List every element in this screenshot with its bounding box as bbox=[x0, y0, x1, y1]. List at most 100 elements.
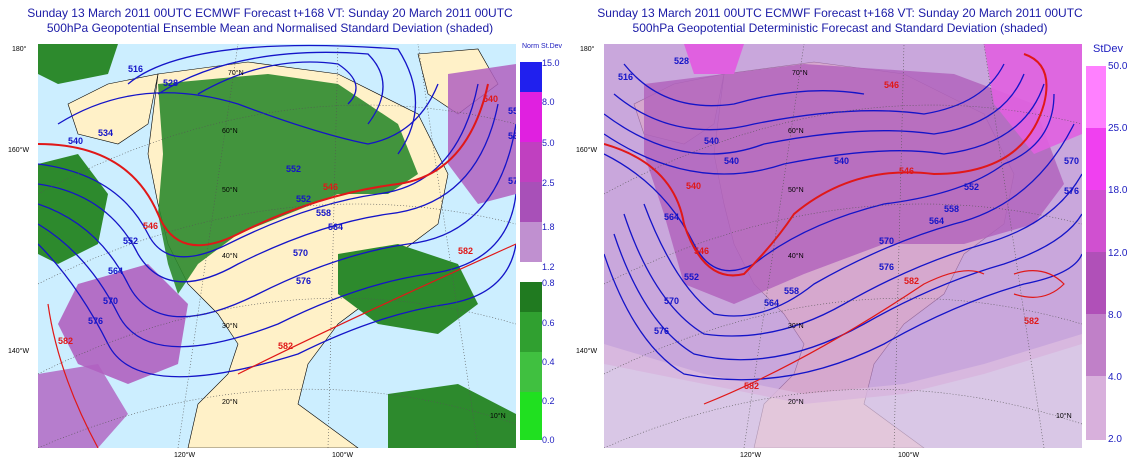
contour-534 bbox=[604, 83, 1045, 175]
cb-swatch bbox=[520, 222, 542, 262]
contour-582-red bbox=[47, 243, 516, 448]
contour-label-red: 546 bbox=[694, 246, 709, 256]
lat-label: 50°N bbox=[222, 187, 238, 194]
contour-label: 570 bbox=[664, 296, 679, 306]
contour-546-red bbox=[38, 83, 489, 247]
contour-label: 540 bbox=[704, 136, 719, 146]
cb-tick: 2.5 bbox=[542, 178, 555, 188]
cb-tick: 18.0 bbox=[1108, 185, 1128, 196]
contour-label-red: 582 bbox=[1024, 316, 1039, 326]
contour-label: 552 bbox=[296, 194, 311, 204]
contour-label: 540 bbox=[724, 156, 739, 166]
right-title-line1: Sunday 13 March 2011 00UTC ECMWF Forecas… bbox=[597, 6, 1083, 20]
contour-540 bbox=[604, 93, 1055, 272]
left-map: 516 528 534 540 552 552 558 564 570 576 … bbox=[38, 44, 516, 448]
lon-label: 100°W bbox=[332, 452, 354, 459]
lat-label: 30°N bbox=[788, 323, 804, 330]
purple-shade-southwest bbox=[38, 364, 128, 448]
contour-582-red bbox=[703, 270, 1065, 405]
contour-label-red: 546 bbox=[143, 221, 158, 231]
graticule-line bbox=[38, 203, 516, 285]
contour-label: 558 bbox=[944, 204, 959, 214]
contour-576 bbox=[604, 253, 1082, 381]
green-shade-arctic bbox=[38, 44, 118, 84]
lon-label: 100°W bbox=[898, 452, 920, 459]
right-title-line2: 500hPa Geopotential Deterministic Foreca… bbox=[632, 21, 1048, 35]
cb-swatch bbox=[520, 282, 542, 312]
cb-swatch bbox=[520, 142, 542, 182]
left-title-line1: Sunday 13 March 2011 00UTC ECMWF Forecas… bbox=[27, 6, 513, 20]
cb-tick: 0.6 bbox=[542, 318, 555, 328]
contour-label: 570 bbox=[103, 296, 118, 306]
graticule-line bbox=[327, 44, 339, 448]
contour-558 bbox=[643, 123, 1075, 317]
purple-shade-pacific bbox=[58, 264, 188, 384]
contour-label: 576 bbox=[296, 276, 311, 286]
contour-label: 552 bbox=[684, 272, 699, 282]
contour-label-red: 540 bbox=[483, 94, 498, 104]
contour-label: 516 bbox=[128, 64, 143, 74]
contour-label: 552 bbox=[286, 164, 301, 174]
cb-tick: 1.2 bbox=[542, 262, 555, 272]
contour-576 bbox=[38, 243, 516, 378]
contour-label-red: 582 bbox=[58, 336, 73, 346]
contour-546-red bbox=[604, 53, 1048, 277]
contour-label: 564 bbox=[764, 298, 779, 308]
contour-label: 576 bbox=[1064, 186, 1079, 196]
contour-label: 570 bbox=[293, 248, 308, 258]
contour-label: 570 bbox=[508, 176, 516, 186]
cb-swatch bbox=[520, 312, 542, 352]
contour-570 bbox=[38, 193, 516, 348]
cb-swatch bbox=[1086, 376, 1106, 440]
contour-label: 564 bbox=[108, 266, 123, 276]
contour-label: 552 bbox=[964, 182, 979, 192]
alaska-land bbox=[67, 73, 159, 145]
contour-528 bbox=[127, 44, 417, 155]
lat-label: 30°N bbox=[222, 323, 238, 330]
contour-label: 534 bbox=[98, 128, 113, 138]
lat-label: 60°N bbox=[222, 128, 238, 135]
cb-swatch bbox=[1086, 252, 1106, 314]
contour-522 bbox=[157, 51, 384, 125]
lat-label: 40°N bbox=[222, 253, 238, 260]
left-title-line2: 500hPa Geopotential Ensemble Mean and No… bbox=[46, 21, 494, 35]
cb-tick: 25.0 bbox=[1108, 123, 1128, 134]
cb-tick: 0.4 bbox=[542, 357, 555, 367]
lat-label: 20°N bbox=[788, 399, 804, 406]
lat-label: 10°N bbox=[490, 413, 506, 420]
contour-label: 558 bbox=[784, 286, 799, 296]
cb-tick: 4.0 bbox=[1108, 372, 1122, 383]
contour-label: 558 bbox=[316, 208, 331, 218]
green-shade-east bbox=[338, 244, 478, 334]
contour-label: 564 bbox=[664, 212, 679, 222]
contour-label: 564 bbox=[929, 216, 944, 226]
lon-label: 140°W bbox=[576, 348, 598, 355]
stdev-shade-north bbox=[684, 44, 744, 74]
contour-522 bbox=[613, 63, 1005, 131]
left-colorbar bbox=[520, 62, 542, 440]
contour-label: 576 bbox=[88, 316, 103, 326]
cb-swatch bbox=[520, 392, 542, 440]
lat-label: 70°N bbox=[228, 70, 244, 77]
contour-label: 540 bbox=[68, 136, 83, 146]
lon-label: 140°W bbox=[8, 348, 30, 355]
graticule-line bbox=[893, 44, 905, 448]
lon-label: 160°W bbox=[8, 147, 30, 154]
contour-534 bbox=[57, 83, 439, 145]
graticule-line bbox=[743, 44, 805, 448]
cb-tick: 2.0 bbox=[1108, 434, 1122, 445]
cb-swatch bbox=[520, 62, 542, 92]
graticule-line bbox=[177, 44, 239, 448]
cb-tick: 1.8 bbox=[542, 222, 555, 232]
stdev-shade-mid bbox=[644, 64, 1064, 304]
lon-label: 180° bbox=[580, 46, 595, 53]
contour-label: 564 bbox=[508, 131, 516, 141]
lon-label: 180° bbox=[12, 46, 27, 53]
lon-label: 120°W bbox=[174, 452, 196, 459]
lat-label: 20°N bbox=[222, 399, 238, 406]
stdev-shade-light-south bbox=[604, 334, 1082, 448]
green-shade-north bbox=[158, 74, 418, 294]
contour-label: 540 bbox=[834, 156, 849, 166]
cb-tick: 0.2 bbox=[542, 396, 555, 406]
contour-516 bbox=[623, 63, 865, 107]
